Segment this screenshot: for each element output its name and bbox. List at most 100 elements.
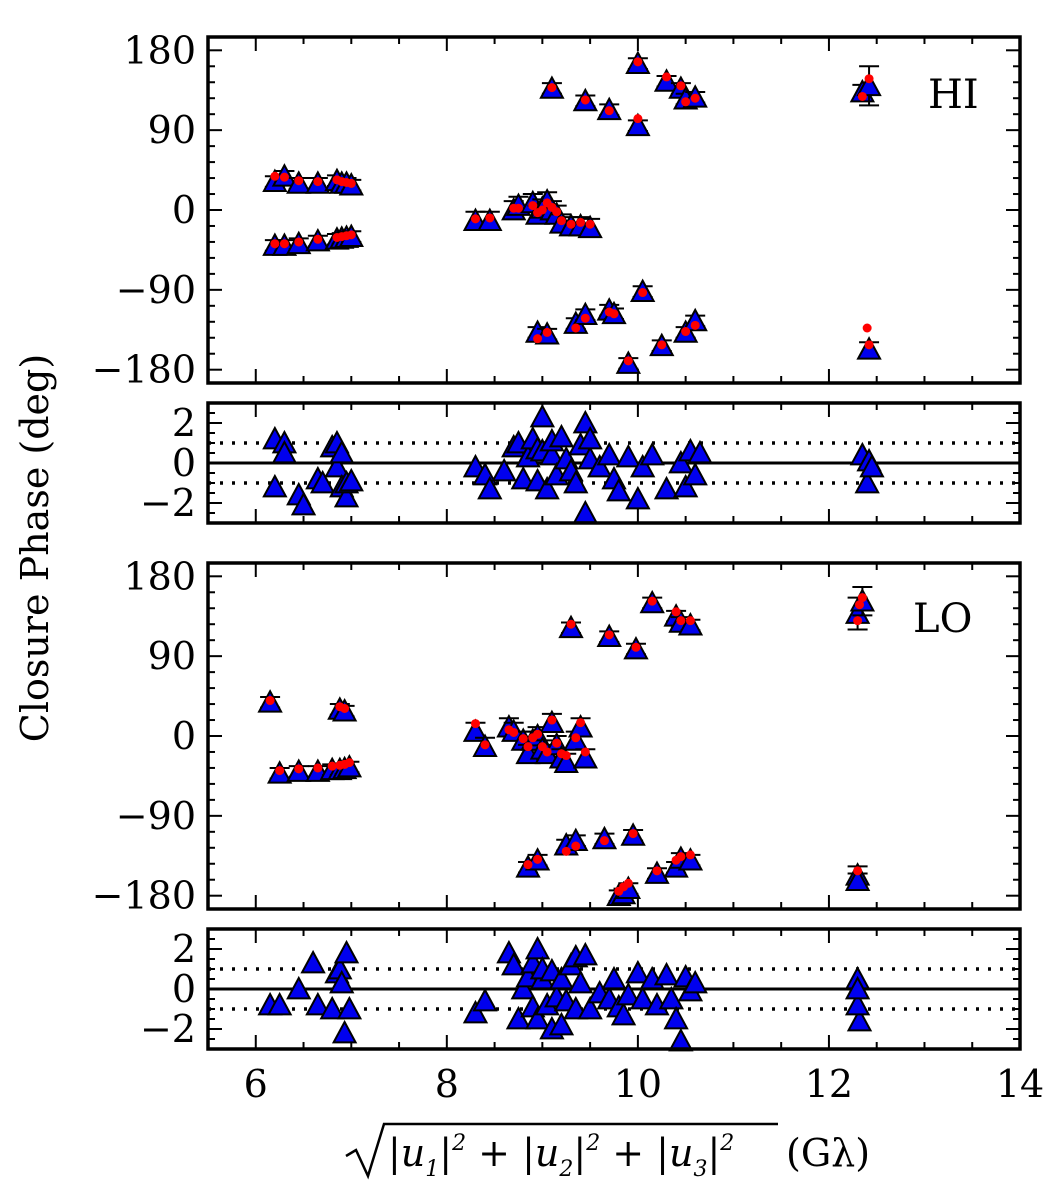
model-point	[857, 91, 867, 101]
model-point	[853, 866, 863, 876]
model-point	[571, 841, 581, 851]
panel-frame	[206, 927, 1022, 1051]
legend-label-lo: LO	[913, 596, 972, 642]
model-point	[685, 616, 695, 626]
data-point	[625, 112, 651, 137]
model-point	[623, 878, 633, 888]
model-point	[509, 727, 519, 737]
y-tick-label: −2	[140, 1007, 196, 1051]
residual-point	[668, 449, 694, 474]
residual-point	[329, 969, 355, 994]
model-point	[853, 616, 863, 626]
y-tick-label: −180	[92, 348, 196, 392]
y-tick-label: 180	[123, 554, 196, 598]
model-point	[552, 207, 562, 217]
model-point	[523, 860, 533, 870]
model-point	[576, 718, 586, 728]
residual-point	[653, 475, 680, 500]
data-point	[844, 867, 871, 891]
radicand-part: 3	[693, 1157, 707, 1182]
model-point	[681, 327, 691, 337]
residual-point	[663, 1005, 689, 1030]
data-point	[572, 745, 599, 769]
radicand-part: |u	[388, 1131, 425, 1175]
residual-point	[300, 949, 326, 974]
model-point	[270, 239, 280, 249]
x-tick-label: 12	[805, 1062, 853, 1106]
residual-point	[333, 483, 360, 508]
model-point	[346, 230, 356, 240]
residual-point	[305, 991, 331, 1016]
model-point	[279, 239, 289, 249]
y-tick-label: −90	[116, 794, 196, 838]
y-tick-label: 90	[148, 634, 196, 678]
residual-point	[329, 439, 355, 464]
radicand-part: |	[707, 1131, 720, 1175]
model-point	[652, 866, 662, 876]
residual-point	[615, 981, 642, 1006]
model-point	[676, 852, 686, 862]
residual-point	[572, 499, 599, 524]
model-point	[633, 114, 643, 124]
data-point	[553, 749, 579, 773]
model-point	[542, 327, 552, 337]
residual-point	[567, 969, 594, 994]
residual-point	[629, 453, 656, 478]
model-point	[681, 97, 691, 107]
y-tick-label: 0	[172, 967, 196, 1011]
residual-point	[331, 1019, 358, 1044]
panel-hi-main: 180 90 0 −90 −180	[92, 28, 1022, 392]
residual-point	[682, 461, 708, 486]
residual-point	[596, 441, 622, 466]
model-point	[533, 854, 543, 864]
model-point	[580, 313, 590, 323]
radicand-part: |	[439, 1131, 452, 1175]
residual-point	[606, 477, 632, 502]
model-point	[533, 334, 543, 344]
residual-point	[286, 975, 312, 1000]
residual-point	[262, 473, 288, 498]
radicand-part: 2	[558, 1157, 573, 1182]
residual-point	[859, 453, 885, 478]
y-axis-label: Closure Phase (deg)	[13, 354, 57, 742]
residual-point	[539, 441, 565, 466]
model-point	[523, 742, 533, 752]
model-point	[633, 57, 643, 67]
model-point	[340, 703, 350, 713]
residual-point	[563, 469, 589, 494]
model-point	[533, 729, 543, 739]
residual-point	[524, 935, 551, 960]
y-tick-label: −90	[116, 268, 196, 312]
model-point	[631, 642, 641, 652]
model-point	[275, 766, 285, 776]
residual-point	[491, 457, 517, 482]
radicand-part: 2	[719, 1131, 734, 1156]
model-point	[265, 696, 275, 706]
panel-frame	[206, 561, 1022, 911]
model-point	[576, 217, 586, 227]
residual-point	[672, 473, 699, 498]
y-tick-label: 0	[172, 441, 196, 485]
residual-point	[572, 941, 599, 966]
x-tick-label: 14	[996, 1062, 1044, 1106]
y-tick-label: 0	[172, 714, 196, 758]
model-point	[556, 216, 566, 226]
residual-point	[687, 439, 713, 464]
model-point	[862, 323, 872, 333]
model-point	[638, 288, 648, 298]
x-axis-units: (Gλ)	[786, 1131, 870, 1175]
model-point	[547, 715, 557, 725]
residual-point	[625, 485, 651, 510]
model-point	[864, 74, 874, 84]
residual-point	[472, 987, 498, 1012]
residual-point	[586, 453, 613, 478]
model-point	[580, 95, 590, 105]
residual-point	[290, 491, 317, 516]
model-point	[294, 764, 304, 774]
model-point	[647, 596, 657, 606]
model-point	[346, 178, 356, 188]
residual-point	[319, 995, 345, 1020]
residual-point	[577, 425, 603, 450]
model-point	[571, 323, 581, 333]
